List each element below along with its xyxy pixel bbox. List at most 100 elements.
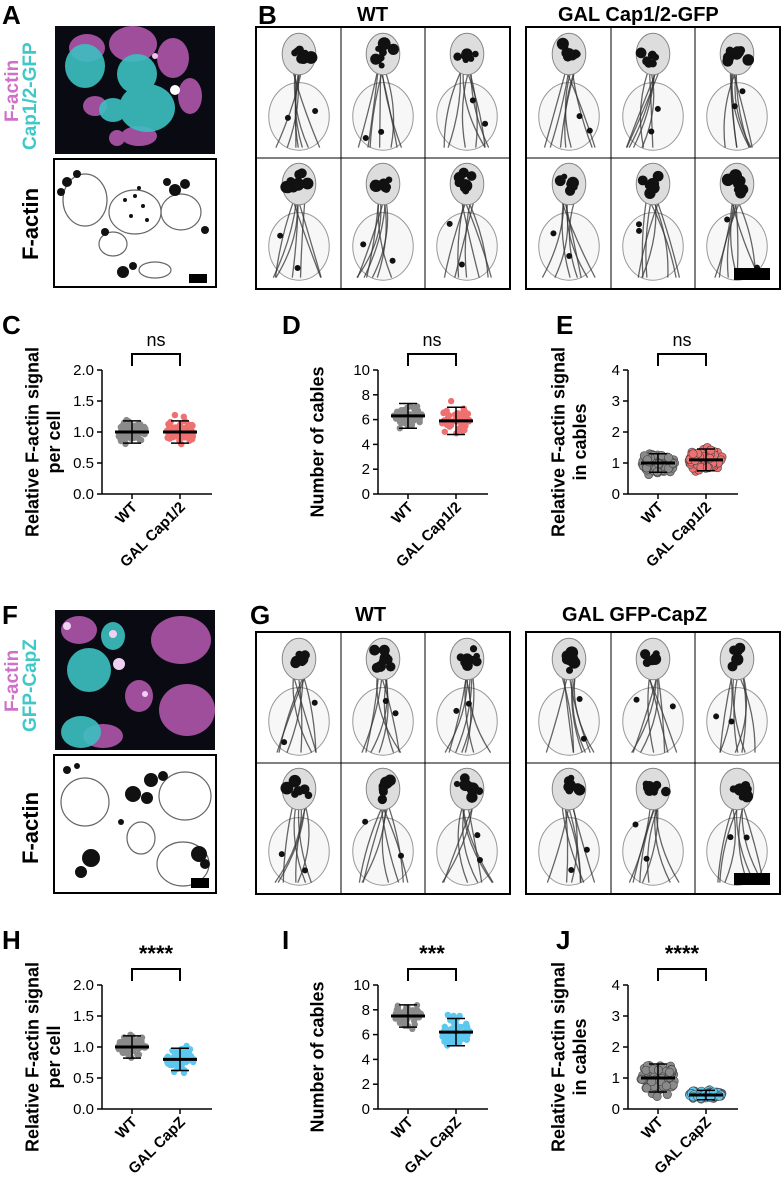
actin-patch (389, 257, 396, 264)
actin-cable (275, 72, 302, 148)
actin-cable (441, 807, 474, 883)
data-point (398, 419, 405, 427)
actin-cable (464, 202, 471, 278)
actin-patch (392, 710, 399, 717)
actin-patch (727, 834, 734, 841)
actin-patch (644, 785, 655, 796)
actin-cable (656, 201, 681, 278)
actin-patch (459, 778, 472, 792)
scale-bar (189, 274, 207, 283)
actin-cable (739, 676, 756, 753)
chart-e: Relative F-actin signalin cables01234WTG… (548, 330, 738, 571)
significance-bracket (657, 353, 707, 366)
y-tick-label: 2 (362, 461, 370, 478)
actin-cable (543, 72, 567, 148)
actin-cable (454, 202, 475, 278)
actin-cable (293, 201, 322, 278)
yeast-cell-image (436, 32, 498, 151)
panel-f-merged-micrograph (55, 610, 215, 750)
actin-cable (291, 202, 299, 278)
gfp-capz-cyan-label: GFP-CapZ (20, 639, 41, 732)
yeast-cell-image (706, 32, 768, 151)
y-tick-label: 4 (362, 1051, 370, 1068)
panel-a-factin-micrograph (53, 158, 217, 288)
panel-letter-f: F (2, 600, 18, 630)
actin-cable (639, 71, 649, 148)
mother-cell-outline (436, 82, 498, 151)
cap12-gfp-cyan-label: Cap1/2-GFP (20, 42, 41, 150)
actin-cable (382, 806, 409, 883)
data-point (463, 1036, 470, 1043)
y-tick-label: 3 (612, 1008, 620, 1025)
actin-cable (541, 202, 565, 278)
actin-patch (475, 787, 484, 796)
actin-cable (357, 72, 378, 148)
actin-patch (474, 832, 481, 839)
actin-patch (295, 45, 304, 55)
mother-cell-outline (352, 82, 414, 151)
data-point (137, 1038, 145, 1046)
actin-cable (357, 202, 384, 278)
actin-cable (380, 807, 400, 883)
actin-cable (303, 677, 317, 753)
actin-patch (277, 232, 284, 239)
actin-patch (375, 660, 386, 672)
actin-patch (378, 62, 385, 69)
actin-cable (293, 677, 317, 753)
y-axis-label-line: in cables (570, 1018, 590, 1095)
data-point (661, 1081, 671, 1091)
actin-cable (282, 807, 294, 883)
actin-patch (369, 644, 380, 656)
y-tick-label: 0 (612, 486, 620, 503)
actin-patch (729, 785, 738, 793)
actin-cable (726, 201, 738, 278)
actin-patch (633, 696, 640, 703)
yeast-cell-image (352, 162, 414, 281)
data-point (184, 1053, 191, 1060)
actin-cable (570, 677, 583, 753)
data-point (456, 426, 464, 434)
actin-cable (657, 677, 666, 753)
actin-patch (466, 171, 477, 181)
actin-patch (556, 37, 569, 50)
actin-cable (626, 71, 660, 148)
significance-bracket (407, 968, 457, 981)
data-point (411, 1021, 418, 1028)
actin-patch (576, 695, 583, 702)
actin-cable (361, 677, 383, 753)
actin-cable (571, 72, 593, 148)
y-tick-label: 1.5 (73, 1008, 94, 1025)
y-axis-label-line: Relative F-actin signal (22, 962, 42, 1152)
actin-patch (446, 220, 453, 227)
mother-cell-outline (436, 817, 498, 886)
actin-cable (561, 677, 575, 753)
y-tick-label: 10 (353, 977, 370, 994)
data-point (441, 1023, 448, 1031)
actin-patch (733, 178, 744, 190)
actin-patch (378, 784, 388, 794)
x-tick-label: WT (638, 499, 667, 528)
yeast-cell-image (352, 32, 414, 151)
data-point (664, 453, 674, 463)
actin-cable (462, 807, 494, 883)
factin-cells-image (57, 170, 209, 279)
actin-cable (299, 202, 306, 278)
y-tick-label: 1 (612, 1070, 620, 1087)
chart-h: Relative F-actin signalper cell 0.0 0.5 1.0… (22, 945, 212, 1177)
actin-cable (569, 677, 591, 753)
actin-cable (549, 72, 570, 148)
actin-patch (294, 786, 304, 796)
y-tick-label: 0 (362, 486, 370, 503)
actin-patch (566, 176, 579, 189)
y-tick-label: 6 (362, 1027, 370, 1044)
actin-patch (373, 54, 383, 65)
actin-patch (728, 718, 735, 725)
actin-patch (466, 791, 478, 803)
panel-letter-g: G (250, 600, 271, 630)
actin-cable (293, 72, 309, 148)
data-point (408, 421, 416, 429)
actin-cable (649, 201, 677, 278)
y-tick-label: 1 (612, 455, 620, 472)
actin-cable (632, 677, 658, 753)
actin-patch (550, 230, 557, 237)
